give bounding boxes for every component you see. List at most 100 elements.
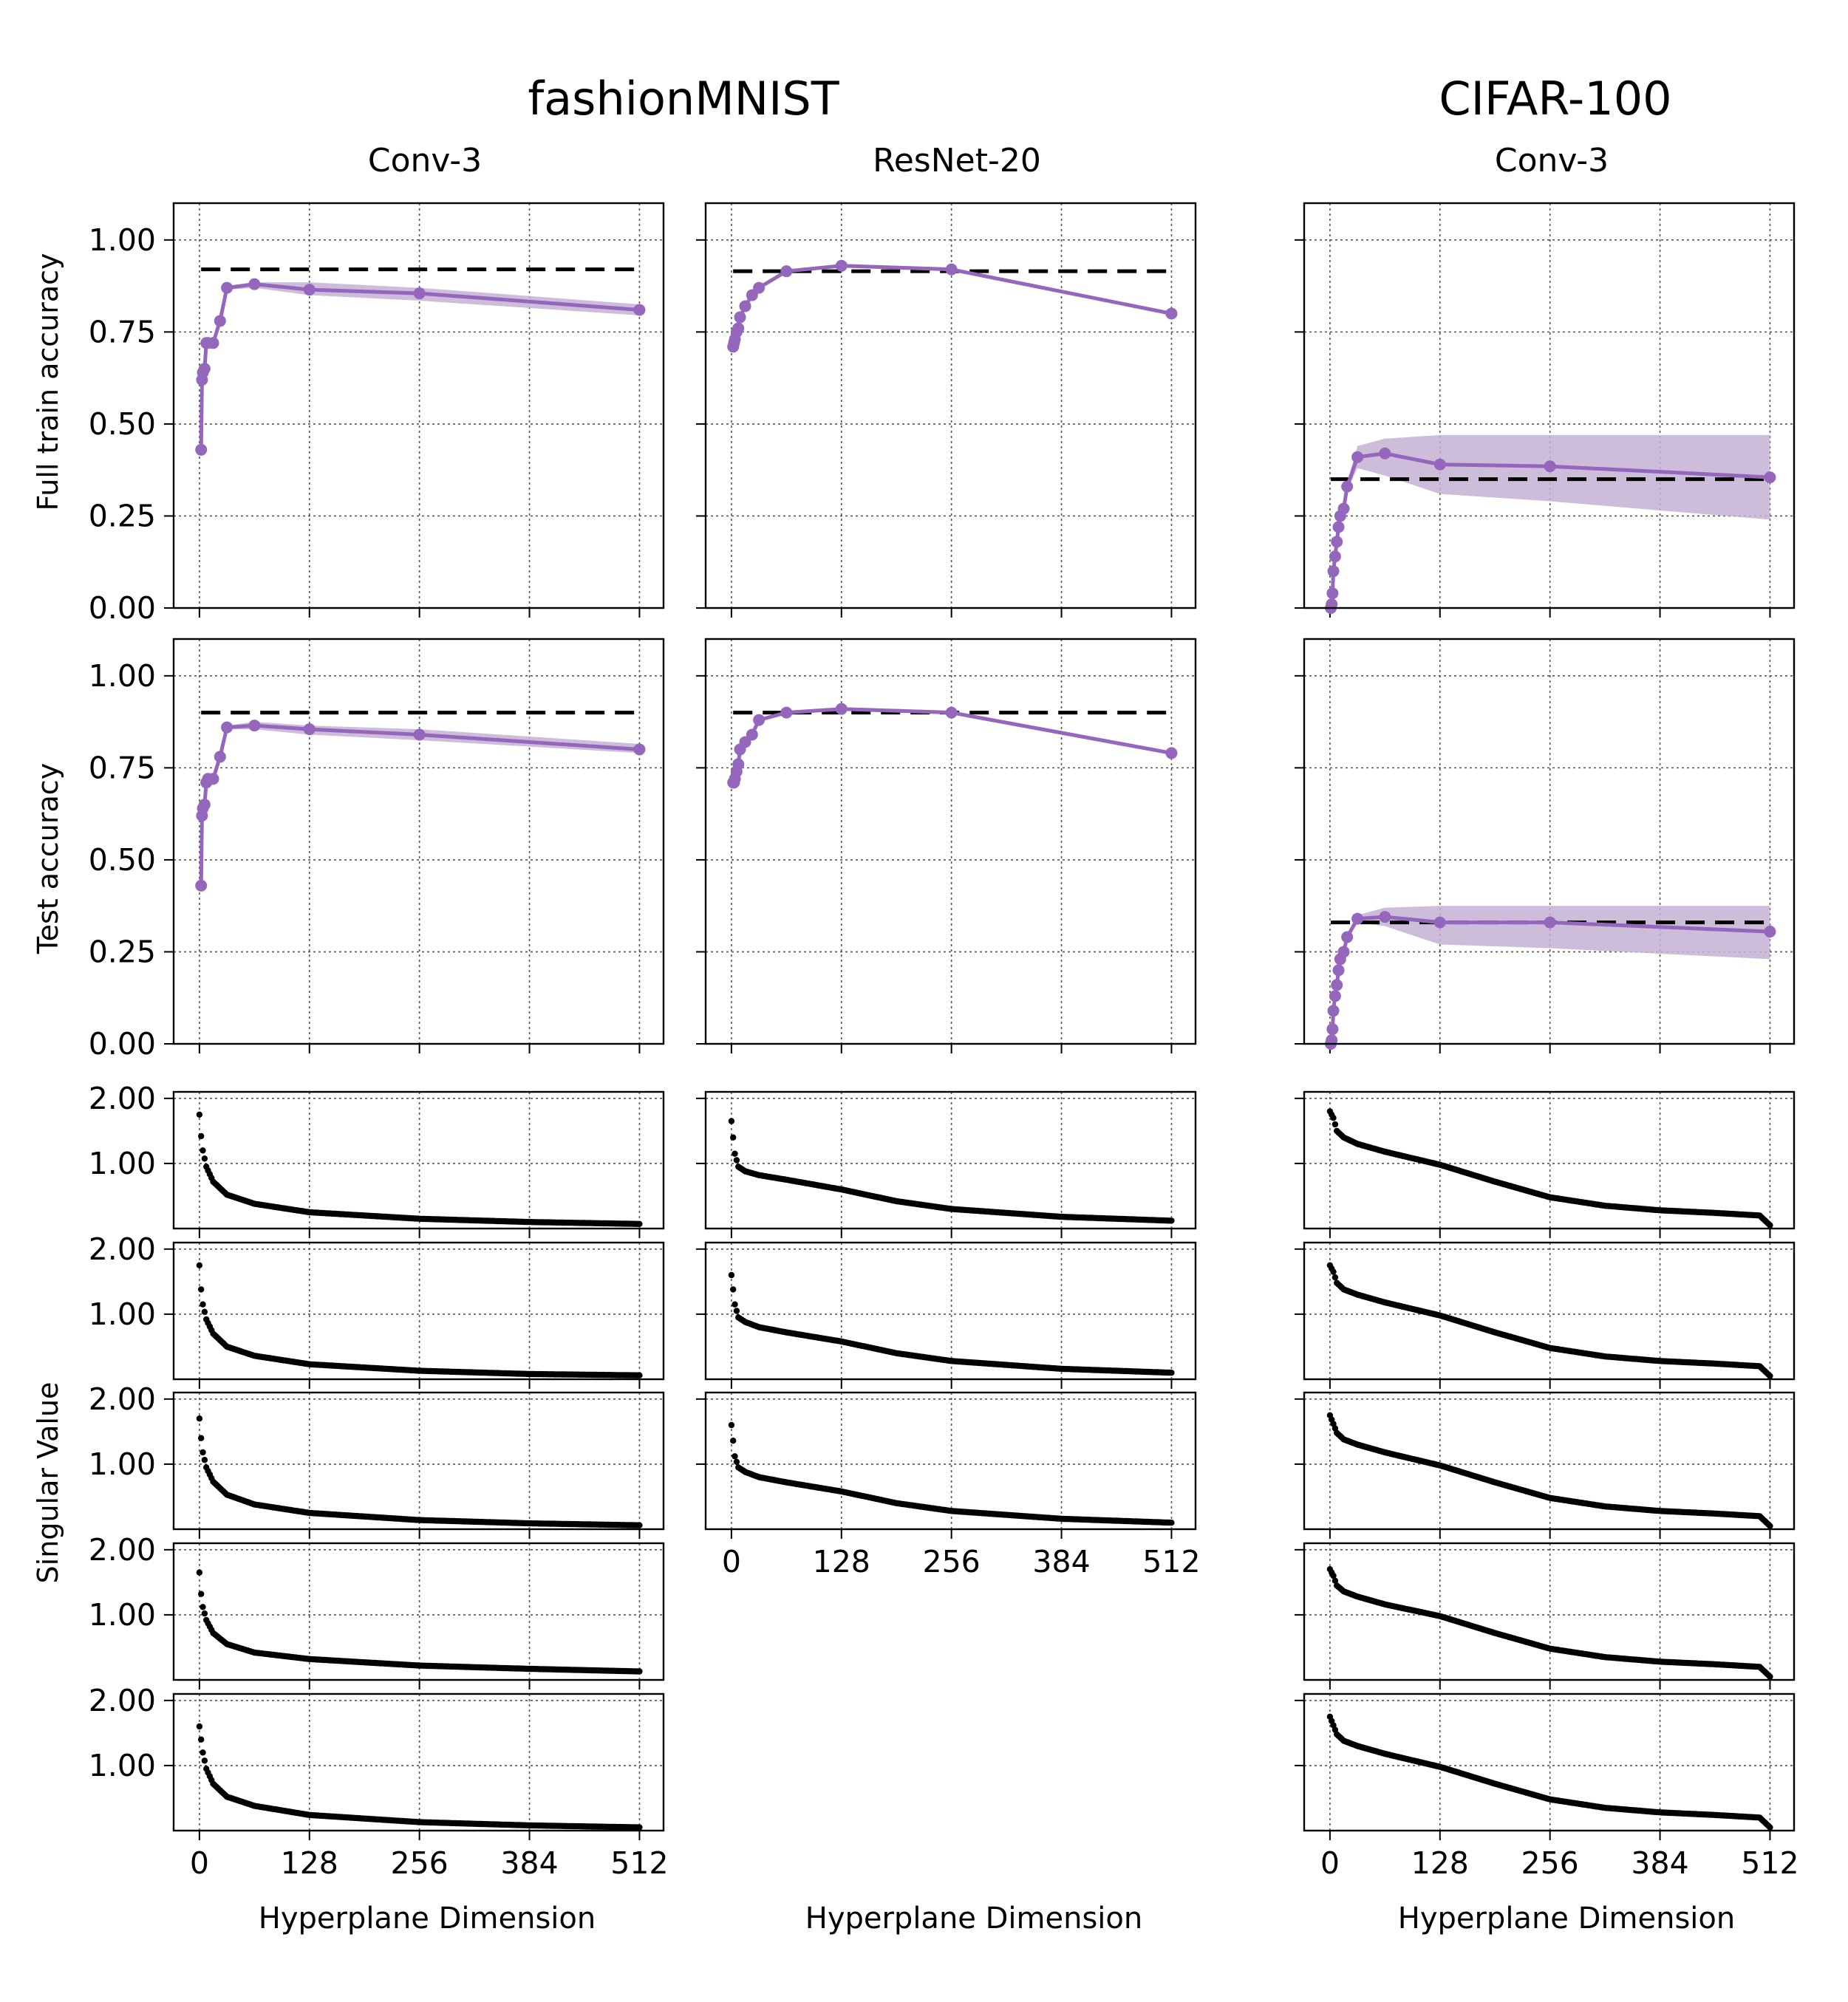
- sv-point-256: [1767, 1373, 1773, 1379]
- sv-point-2: [1330, 1268, 1337, 1275]
- sv-point-256: [1168, 1217, 1175, 1224]
- sv-point-2: [200, 1301, 206, 1308]
- singular-value-dots: [728, 1271, 1175, 1376]
- panel-frame: [704, 1391, 1197, 1531]
- data-point-9: [1341, 480, 1354, 493]
- x-tick-label-0: 0: [722, 1544, 741, 1579]
- data-point-11: [945, 706, 958, 719]
- x-tick-label-1: 128: [281, 1845, 338, 1881]
- sv-point-0: [728, 1271, 735, 1279]
- sv-point-256: [1767, 1222, 1773, 1229]
- panel-test-cifar-conv3: [1295, 638, 1796, 1053]
- y-tick-label-2: 0.50: [89, 406, 156, 442]
- sv-point-0: [728, 1421, 735, 1429]
- data-point-4: [1329, 990, 1341, 1002]
- panel-sv-cifar-conv3-run4: [1295, 1542, 1796, 1690]
- sv-point-256: [636, 1372, 643, 1378]
- column-title-resnet20: ResNet-20: [873, 142, 1041, 180]
- singular-value-dots: [1326, 1412, 1773, 1529]
- data-point-3: [198, 363, 211, 375]
- sv-point-1: [730, 1286, 737, 1293]
- sv-point-1: [198, 1435, 205, 1441]
- data-point-9: [1341, 931, 1354, 943]
- column-title-conv3-cifar: Conv-3: [1495, 142, 1609, 180]
- data-point-12: [1165, 747, 1178, 759]
- sv-point-0: [196, 1111, 203, 1118]
- data-point-11: [945, 263, 958, 276]
- x-tick-label-3: 384: [500, 1845, 558, 1881]
- y-tick-label-0: 1.00: [89, 1446, 156, 1482]
- y-tick-label-1: 2.00: [89, 1381, 156, 1417]
- data-point-4: [732, 322, 745, 335]
- panels: 0.00 0.25 0.50 0.75 1.00 0.00 0.25 0.50 0.75 1.00…: [89, 202, 1799, 1881]
- y-tick-label-3: 0.75: [89, 314, 156, 349]
- sv-point-256: [636, 1824, 643, 1831]
- sv-point-0: [196, 1415, 203, 1422]
- data-point-12: [1165, 307, 1178, 320]
- sv-point-3: [1332, 1274, 1339, 1281]
- sv-point-0: [728, 1118, 735, 1124]
- mean-line: [731, 264, 1172, 347]
- mean-line: [732, 707, 1172, 785]
- x-tick-label-3: 384: [1032, 1544, 1090, 1579]
- singular-value-dots: [1326, 1566, 1773, 1680]
- singular-value-dots: [728, 1118, 1175, 1224]
- panel-test-fashion-resnet20: [696, 638, 1197, 1053]
- sv-point-3: [201, 1757, 208, 1764]
- y-tick-label-0: 1.00: [89, 1146, 156, 1181]
- data-point-8: [753, 714, 766, 726]
- figure-labels: fashionMNIST CIFAR-100 Conv-3 ResNet-20 …: [32, 72, 1735, 1936]
- sv-point-1: [198, 1132, 205, 1140]
- panel-frame: [172, 1692, 665, 1832]
- singular-value-dots: [1326, 1262, 1773, 1379]
- sv-point-3: [201, 1155, 208, 1162]
- panel-sv-fashion-resnet20-run3: 0 128 256 384 512: [696, 1391, 1201, 1579]
- data-point-5: [734, 311, 746, 324]
- x-tick-label-2: 256: [1521, 1845, 1579, 1881]
- sv-point-3: [733, 1157, 740, 1164]
- x-tick-label-4: 512: [610, 1845, 668, 1881]
- xlabel-fashion-conv3: Hyperplane Dimension: [259, 1902, 596, 1936]
- sv-point-2: [200, 1604, 206, 1610]
- data-point-11: [1379, 447, 1391, 459]
- y-tick-label-0: 1.00: [89, 1597, 156, 1633]
- panel-frame: [172, 1542, 665, 1681]
- xlabel-cifar-conv3: Hyperplane Dimension: [1398, 1902, 1736, 1936]
- data-point-14: [1764, 926, 1776, 938]
- panel-test-fashion-conv3: 0.00 0.25 0.50 0.75 1.00: [89, 638, 665, 1062]
- sv-point-2: [1330, 1115, 1337, 1121]
- dataset-title-fashionmnist: fashionMNIST: [528, 72, 839, 126]
- data-point-5: [1331, 536, 1343, 548]
- y-tick-label-2: 0.50: [89, 842, 156, 878]
- sv-point-256: [636, 1668, 643, 1675]
- sv-point-256: [1767, 1523, 1773, 1529]
- dataset-title-cifar100: CIFAR-100: [1439, 72, 1671, 126]
- xlabel-fashion-resnet20: Hyperplane Dimension: [805, 1902, 1143, 1936]
- sv-point-3: [1332, 1121, 1339, 1128]
- data-point-8: [1337, 502, 1350, 515]
- data-point-6: [1332, 521, 1345, 533]
- sv-point-3: [201, 1308, 208, 1316]
- sv-point-2: [732, 1150, 738, 1157]
- sv-point-2: [200, 1147, 206, 1154]
- sv-point-1: [730, 1438, 737, 1444]
- sv-point-3: [201, 1610, 208, 1617]
- sv-point-0: [196, 1723, 203, 1730]
- data-point-5: [1331, 979, 1343, 991]
- data-point-9: [780, 706, 793, 719]
- data-point-11: [413, 728, 426, 741]
- x-tick-label-0: 0: [1320, 1845, 1340, 1881]
- data-point-6: [207, 773, 219, 785]
- panel-sv-fashion-conv3-run5: 1.00 2.00 0 128 256 384 512: [89, 1683, 669, 1881]
- data-point-9: [780, 265, 793, 278]
- sv-point-256: [1767, 1824, 1773, 1831]
- sv-point-3: [201, 1457, 208, 1463]
- panel-frame: [1303, 1391, 1796, 1531]
- panel-sv-cifar-conv3-run5: 0 128 256 384 512: [1295, 1692, 1799, 1881]
- data-point-2: [1326, 587, 1339, 600]
- data-point-3: [198, 799, 211, 811]
- y-tick-label-3: 0.75: [89, 750, 156, 785]
- singular-value-dots: [196, 1111, 643, 1228]
- data-point-12: [633, 304, 646, 316]
